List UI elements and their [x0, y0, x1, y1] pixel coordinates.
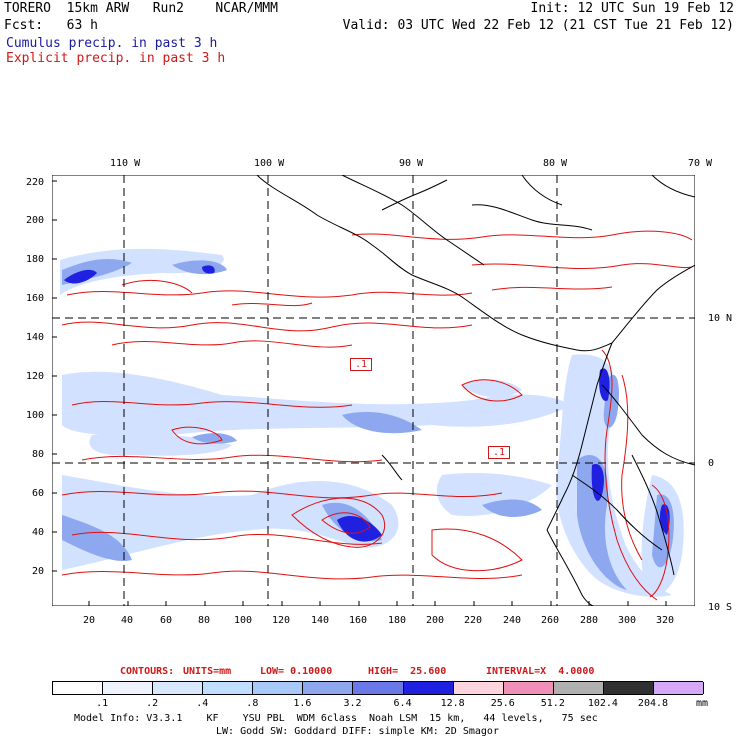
legend-swatch [153, 682, 204, 694]
x-label: 160 [349, 615, 368, 626]
x-label: 320 [656, 615, 675, 626]
legend-value: 102.4 [587, 698, 618, 709]
x-label: 20 [83, 615, 96, 626]
axis-ticks [52, 180, 667, 606]
legend-value: 51.2 [540, 698, 565, 709]
x-label: 260 [541, 615, 560, 626]
legend-swatch [503, 682, 554, 694]
legend-value: .1 [96, 698, 109, 709]
legend-value: 204.8 [637, 698, 669, 709]
cumulus-precip-label: Cumulus precip. in past 3 h [6, 36, 218, 51]
legend-value: 25.6 [490, 698, 515, 709]
y-label: 220 [26, 177, 45, 188]
color-legend [52, 681, 704, 695]
lon-label-70w: 70 W [688, 158, 713, 169]
legend-swatch [653, 682, 704, 694]
x-label: 220 [464, 615, 483, 626]
x-label: 180 [388, 615, 407, 626]
y-label: 80 [32, 449, 45, 460]
lat-label-10s: 10 S [708, 602, 733, 613]
coastlines [256, 175, 695, 606]
physics-info: LW: Godd SW: Goddard DIFF: simple KM: 2D… [216, 726, 499, 737]
precip-heavy [64, 265, 670, 542]
legend-value: .4 [196, 698, 209, 709]
y-label: 200 [26, 215, 45, 226]
legend-swatch [353, 682, 404, 694]
y-label: 60 [32, 488, 45, 499]
lat-label-10n: 10 N [708, 313, 733, 324]
precip-map [52, 175, 695, 606]
y-label: 120 [26, 371, 45, 382]
legend-swatch [453, 682, 504, 694]
explicit-precip-label: Explicit precip. in past 3 h [6, 51, 226, 66]
y-label: 20 [32, 566, 45, 577]
y-label: 140 [26, 332, 45, 343]
x-label: 80 [198, 615, 211, 626]
y-label: 40 [32, 527, 45, 538]
y-label: 100 [26, 410, 45, 421]
lat-lon-grid [52, 175, 695, 606]
explicit-precip-contours [61, 230, 693, 601]
y-label: 180 [26, 254, 45, 265]
init-time: Init: 12 UTC Sun 19 Feb 12 [530, 1, 735, 16]
forecast-hour: Fcst: 63 h [4, 18, 98, 33]
model-title: TORERO 15km ARW Run2 NCAR/MMM [4, 1, 278, 16]
contours-units: UNITS=mm [183, 666, 232, 677]
legend-swatch [203, 682, 254, 694]
x-label: 60 [160, 615, 173, 626]
lat-label-0: 0 [708, 458, 715, 469]
lon-label-110w: 110 W [110, 158, 141, 169]
contours-label: CONTOURS: [120, 666, 175, 677]
legend-swatch [303, 682, 354, 694]
legend-value: .2 [146, 698, 159, 709]
y-label: 160 [26, 293, 45, 304]
legend-value: 6.4 [393, 698, 412, 709]
model-info: Model Info: V3.3.1 KF YSU PBL WDM 6class… [74, 713, 598, 724]
lon-label-80w: 80 W [543, 158, 568, 169]
lon-label-100w: 100 W [254, 158, 285, 169]
x-label: 200 [426, 615, 445, 626]
legend-swatch [103, 682, 154, 694]
x-label: 100 [234, 615, 253, 626]
legend-value: 1.6 [293, 698, 312, 709]
x-label: 140 [311, 615, 330, 626]
contours-low: LOW= 0.10000 [260, 666, 333, 677]
x-label: 300 [618, 615, 637, 626]
contour-label-box: .1 [488, 446, 511, 459]
contours-interval: INTERVAL=X 4.0000 [486, 666, 595, 677]
legend-value: .8 [246, 698, 259, 709]
legend-swatch [53, 682, 104, 694]
legend-unit: mm [696, 698, 709, 709]
legend-value: 12.8 [440, 698, 465, 709]
lon-label-90w: 90 W [399, 158, 424, 169]
x-label: 280 [580, 615, 599, 626]
legend-swatch [253, 682, 304, 694]
x-label: 120 [272, 615, 291, 626]
x-label: 40 [121, 615, 134, 626]
valid-time: Valid: 03 UTC Wed 22 Feb 12 (21 CST Tue … [342, 18, 734, 33]
legend-swatch [603, 682, 654, 694]
contour-label-box: .1 [350, 358, 373, 371]
legend-value: 3.2 [343, 698, 362, 709]
contours-high: HIGH= 25.600 [368, 666, 447, 677]
x-label: 240 [503, 615, 522, 626]
legend-swatch [403, 682, 454, 694]
legend-swatch [553, 682, 604, 694]
